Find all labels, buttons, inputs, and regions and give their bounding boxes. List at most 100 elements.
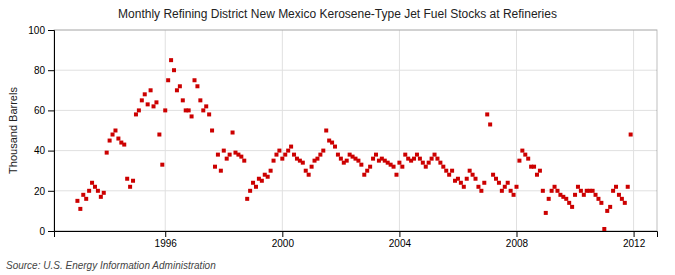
point bbox=[435, 157, 439, 161]
point bbox=[216, 153, 220, 157]
point bbox=[152, 104, 156, 108]
y-axis-tick-label: 20 bbox=[34, 186, 46, 197]
grid bbox=[54, 30, 657, 231]
point bbox=[128, 185, 132, 189]
point bbox=[623, 201, 627, 205]
point bbox=[570, 205, 574, 209]
point bbox=[362, 173, 366, 177]
point bbox=[315, 157, 319, 161]
x-axis-tick: 2012 bbox=[623, 231, 646, 249]
point bbox=[602, 227, 606, 231]
point bbox=[544, 211, 548, 215]
point bbox=[172, 68, 176, 72]
point bbox=[591, 189, 595, 193]
x-axis-tick-mark bbox=[282, 231, 283, 237]
y-axis-title: Thousand Barrels bbox=[7, 87, 19, 174]
point bbox=[359, 163, 363, 167]
point bbox=[485, 112, 489, 116]
x-axis-tick: 2008 bbox=[506, 231, 529, 249]
x-axis-tick-mark bbox=[399, 231, 400, 237]
point bbox=[134, 112, 138, 116]
point bbox=[594, 193, 598, 197]
point bbox=[140, 98, 144, 102]
point bbox=[204, 104, 208, 108]
point bbox=[87, 189, 91, 193]
point bbox=[286, 149, 290, 153]
point bbox=[274, 153, 278, 157]
point bbox=[222, 149, 226, 153]
point bbox=[207, 112, 211, 116]
point bbox=[193, 78, 197, 82]
grid-line-y bbox=[54, 190, 657, 191]
y-axis: 020406080100 bbox=[28, 25, 54, 237]
point bbox=[447, 173, 451, 177]
point bbox=[471, 173, 475, 177]
point bbox=[573, 193, 577, 197]
y-axis-tick: 60 bbox=[34, 105, 54, 116]
point bbox=[476, 185, 480, 189]
point bbox=[365, 169, 369, 173]
source: Source: U.S. Energy Information Administ… bbox=[6, 260, 216, 271]
y-axis-tick-mark bbox=[48, 110, 54, 111]
point bbox=[116, 137, 120, 141]
point bbox=[169, 58, 173, 62]
point bbox=[219, 169, 223, 173]
point bbox=[324, 129, 328, 133]
point bbox=[301, 161, 305, 165]
point bbox=[430, 157, 434, 161]
point bbox=[626, 185, 630, 189]
title: Monthly Refining District New Mexico Ker… bbox=[118, 7, 557, 21]
point bbox=[289, 145, 293, 149]
point bbox=[228, 153, 232, 157]
point bbox=[608, 205, 612, 209]
point bbox=[555, 189, 559, 193]
x-axis-tick-mark bbox=[165, 231, 166, 237]
point bbox=[517, 159, 521, 163]
point bbox=[75, 199, 79, 203]
grid-line-y bbox=[54, 150, 657, 151]
point bbox=[500, 189, 504, 193]
point bbox=[239, 155, 243, 159]
grid-line-y bbox=[54, 70, 657, 71]
point bbox=[523, 153, 527, 157]
point bbox=[99, 195, 103, 199]
point bbox=[579, 189, 583, 193]
point bbox=[512, 193, 516, 197]
y-axis-tick-mark bbox=[48, 30, 54, 31]
y-axis-tick-mark bbox=[48, 151, 54, 152]
point bbox=[272, 159, 276, 163]
point bbox=[576, 185, 580, 189]
point bbox=[283, 153, 287, 157]
point bbox=[462, 185, 466, 189]
point bbox=[599, 201, 603, 205]
point bbox=[479, 189, 483, 193]
point bbox=[427, 161, 431, 165]
point bbox=[403, 153, 407, 157]
point bbox=[424, 165, 428, 169]
point bbox=[520, 149, 524, 153]
point bbox=[81, 193, 85, 197]
y-axis-tick-label: 40 bbox=[34, 145, 46, 156]
point bbox=[245, 197, 249, 201]
point bbox=[459, 181, 463, 185]
point bbox=[178, 84, 182, 88]
grid-line-x bbox=[282, 30, 283, 231]
point bbox=[553, 185, 557, 189]
point bbox=[497, 181, 501, 185]
y-axis-tick: 0 bbox=[39, 226, 54, 237]
point bbox=[488, 122, 492, 126]
point bbox=[122, 143, 126, 147]
grid-line-x bbox=[516, 30, 517, 231]
x-axis-tick: 1996 bbox=[155, 231, 178, 249]
point bbox=[509, 189, 513, 193]
point bbox=[260, 179, 264, 183]
x-axis-tick-label: 2012 bbox=[623, 238, 646, 249]
point bbox=[412, 157, 416, 161]
y-axis-tick-label: 60 bbox=[34, 105, 46, 116]
point bbox=[307, 173, 311, 177]
point bbox=[611, 189, 615, 193]
point bbox=[154, 100, 158, 104]
x-axis-tick-mark bbox=[634, 231, 635, 237]
point bbox=[339, 157, 343, 161]
point bbox=[336, 153, 340, 157]
